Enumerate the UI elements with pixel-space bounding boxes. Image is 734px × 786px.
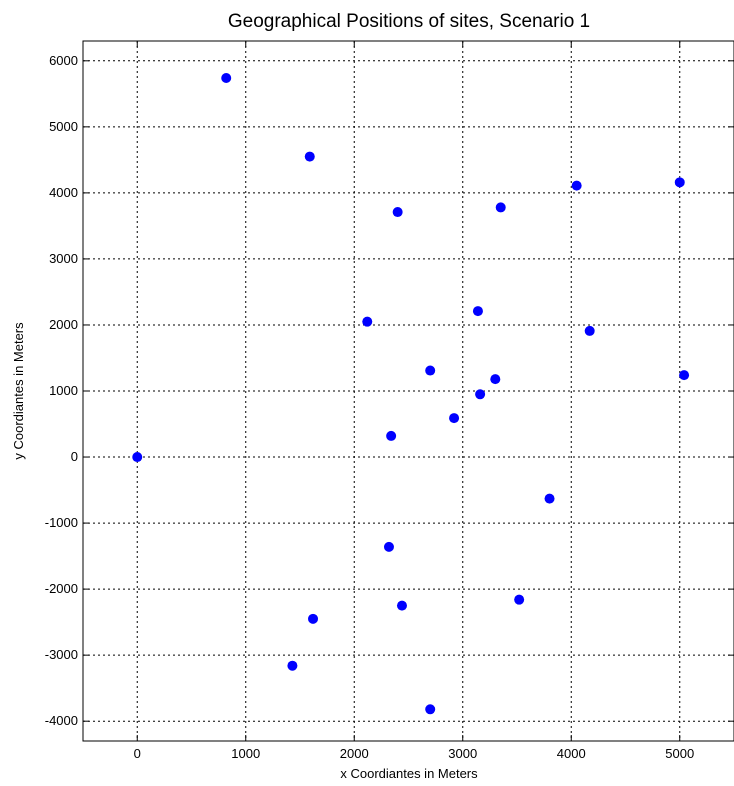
- data-point: [383, 541, 394, 552]
- data-point: [514, 594, 525, 605]
- y-tick-label: 6000: [49, 53, 78, 68]
- y-tick-label: -2000: [45, 581, 78, 596]
- data-point: [472, 306, 483, 317]
- data-point: [287, 660, 298, 671]
- data-point: [221, 72, 232, 83]
- y-tick-label: 0: [71, 449, 78, 464]
- data-point: [362, 316, 373, 327]
- data-point: [495, 202, 506, 213]
- y-tick-label: -4000: [45, 713, 78, 728]
- data-point: [571, 180, 582, 191]
- data-point: [132, 452, 143, 463]
- y-tick-label: 2000: [49, 317, 78, 332]
- x-tick-label: 5000: [665, 746, 694, 761]
- data-point: [396, 600, 407, 611]
- data-point: [584, 325, 595, 336]
- y-tick-label: 3000: [49, 251, 78, 266]
- data-point: [386, 430, 397, 441]
- y-tick-label: 1000: [49, 383, 78, 398]
- data-point: [308, 613, 319, 624]
- y-tick-label: -1000: [45, 515, 78, 530]
- data-point: [490, 374, 501, 385]
- x-tick-label: 2000: [340, 746, 369, 761]
- data-point: [304, 151, 315, 162]
- x-tick-label: 1000: [231, 746, 260, 761]
- data-point: [679, 370, 690, 381]
- data-point: [449, 413, 460, 424]
- data-point: [392, 207, 403, 218]
- data-points: [132, 72, 690, 715]
- chart-title: Geographical Positions of sites, Scenari…: [228, 11, 590, 32]
- data-point: [544, 493, 555, 504]
- x-tick-label: 4000: [557, 746, 586, 761]
- x-tick-label: 0: [134, 746, 141, 761]
- data-point: [475, 389, 486, 400]
- grid-lines: [83, 41, 734, 741]
- data-point: [674, 177, 685, 188]
- y-axis-title: y Coordiantes in Meters: [11, 322, 26, 460]
- data-point: [425, 704, 436, 715]
- x-axis-title: x Coordiantes in Meters: [340, 766, 478, 781]
- x-tick-label: 3000: [448, 746, 477, 761]
- y-tick-label: -3000: [45, 647, 78, 662]
- data-point: [425, 365, 436, 376]
- y-tick-label: 5000: [49, 119, 78, 134]
- axis-ticks: 0 1000 2000 3000 4000 5000 -4000 -3000 -2000 -100…: [45, 41, 734, 761]
- y-tick-label: 4000: [49, 185, 78, 200]
